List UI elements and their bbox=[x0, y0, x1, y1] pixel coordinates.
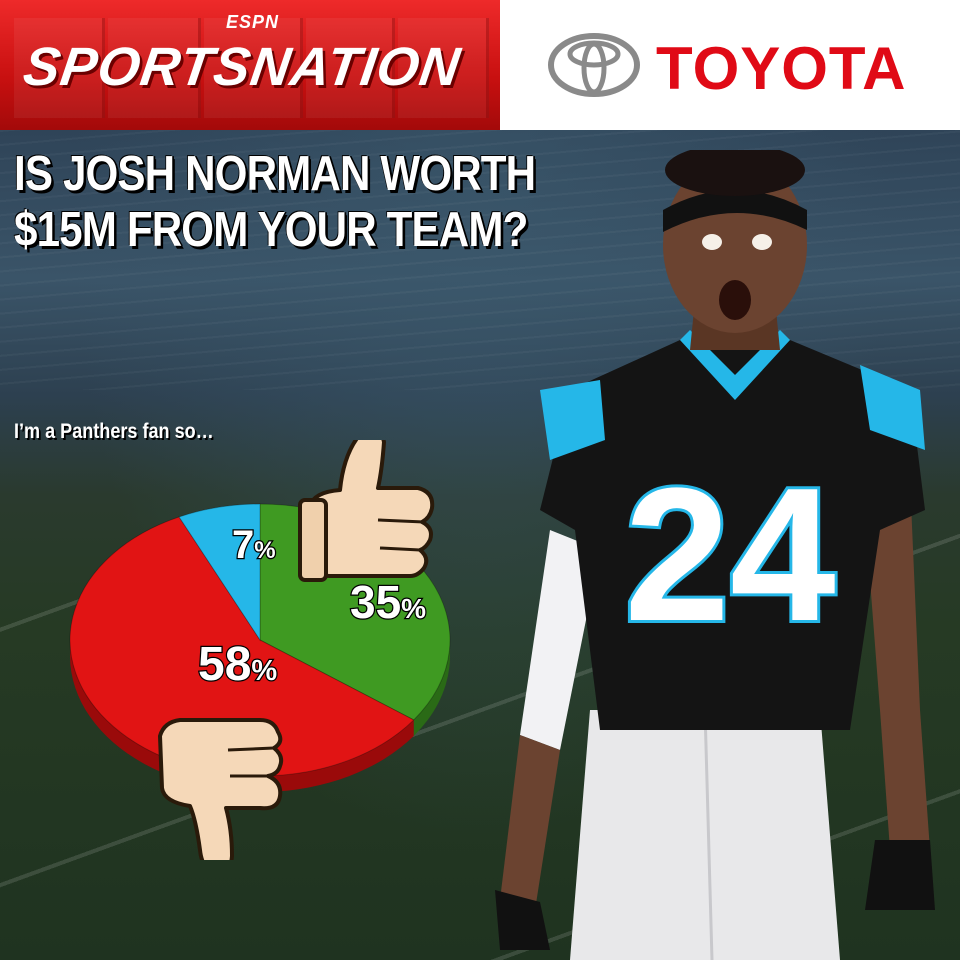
poll-question: IS JOSH NORMAN WORTH $15M FROM YOUR TEAM… bbox=[14, 146, 536, 258]
poll-subtitle: I’m a Panthers fan so… bbox=[14, 420, 214, 443]
jersey-number: 24 bbox=[624, 449, 835, 661]
toyota-emblem-icon bbox=[548, 33, 640, 97]
pie-slice-other bbox=[178, 503, 261, 642]
poll-question-line-1: IS JOSH NORMAN WORTH bbox=[14, 147, 536, 201]
pie-label-no: 58% bbox=[198, 638, 277, 691]
pie-label-other: 7% bbox=[232, 523, 276, 567]
thumbs-down-icon bbox=[158, 718, 284, 860]
header-banner: ESPN SPORTSNATION TOYOTA bbox=[0, 0, 960, 130]
espn-wordmark: ESPN bbox=[226, 12, 280, 32]
pie-label-yes: 35% bbox=[350, 576, 426, 628]
player-photo: 24 bbox=[495, 150, 935, 960]
pie-slice-no bbox=[69, 516, 415, 777]
sportsnation-logo: ESPN SPORTSNATION bbox=[0, 0, 500, 130]
poll-question-line-2: $15M FROM YOUR TEAM? bbox=[14, 203, 528, 257]
toyota-wordmark: TOYOTA bbox=[656, 35, 907, 102]
toyota-logo: TOYOTA bbox=[500, 0, 960, 130]
sportsnation-wordmark: SPORTSNATION bbox=[19, 37, 465, 97]
poll-pie-chart: 35% 58% 7% bbox=[69, 440, 451, 860]
thumbs-up-icon bbox=[298, 440, 435, 582]
